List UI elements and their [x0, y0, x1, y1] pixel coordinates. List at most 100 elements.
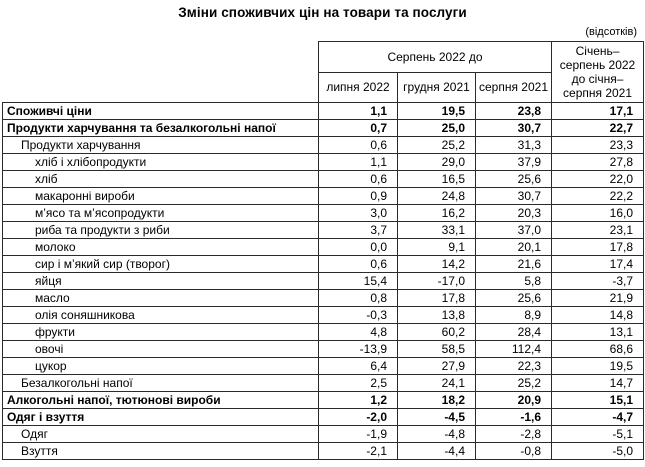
row-value: 3,0 — [318, 204, 398, 222]
row-value: -0,8 — [474, 442, 553, 460]
row-label: м’ясо та м’ясопродукти — [2, 204, 319, 222]
row-value: 112,4 — [474, 340, 553, 358]
row-value: 0,6 — [318, 170, 398, 188]
row-value: 31,3 — [474, 136, 553, 154]
row-value: 0,6 — [318, 136, 398, 154]
row-value: 19,5 — [551, 357, 645, 375]
row-value: -5,0 — [551, 442, 645, 460]
column-group-header: Серпень 2022 до — [317, 41, 553, 73]
row-label: фрукти — [2, 323, 319, 341]
row-value: 1,2 — [318, 391, 398, 409]
row-value: 27,8 — [551, 153, 645, 171]
row-value: 16,2 — [397, 204, 476, 222]
row-value: 1,1 — [318, 153, 398, 171]
row-label: Продукти харчування — [2, 136, 319, 154]
row-value: 14,2 — [397, 255, 476, 273]
header-row-subcolumns: липня 2022 грудня 2021 серпня 2021 — [3, 71, 644, 103]
row-label: хліб — [2, 170, 319, 188]
table-row: фрукти 4,8 60,2 28,4 13,1 — [2, 323, 645, 341]
row-value: 23,3 — [551, 136, 645, 154]
row-value: -13,9 — [318, 340, 398, 358]
table-row: макаронні вироби 0,9 24,8 30,7 22,2 — [2, 187, 645, 205]
table-row: Одяг -1,9 -4,8 -2,8 -5,1 — [2, 425, 645, 443]
row-value: 27,9 — [397, 357, 476, 375]
row-value: 21,9 — [551, 289, 645, 307]
table-row: молоко 0,0 9,1 20,1 17,8 — [2, 238, 645, 256]
row-value: 20,1 — [474, 238, 553, 256]
table-row: риба та продукти з риби 3,7 33,1 37,0 23,1 — [2, 221, 645, 239]
price-changes-table: Серпень 2022 до Січень–серпень 2022 до с… — [2, 41, 645, 460]
row-value: 3,7 — [318, 221, 398, 239]
row-value: 16,5 — [397, 170, 476, 188]
header-row-group: Серпень 2022 до Січень–серпень 2022 до с… — [2, 41, 645, 103]
table-header: Серпень 2022 до Січень–серпень 2022 до с… — [2, 41, 645, 103]
row-label: яйця — [2, 272, 319, 290]
row-label: Алкогольні напої, тютюнові вироби — [2, 391, 319, 409]
column-header-august-2021: серпня 2021 — [474, 71, 553, 103]
table-row: Алкогольні напої, тютюнові вироби 1,2 18,2… — [2, 391, 645, 409]
row-value: 17,4 — [551, 255, 645, 273]
table-row: масло 0,8 17,8 25,6 21,9 — [2, 289, 645, 307]
table-row: м’ясо та м’ясопродукти 3,0 16,2 20,3 16,0 — [2, 204, 645, 222]
row-label: Продукти харчування та безалкогольні нап… — [2, 119, 319, 137]
stub-header-cell — [2, 41, 319, 103]
row-value: 22,3 — [474, 357, 553, 375]
row-value: 0,9 — [318, 187, 398, 205]
row-value: 30,7 — [474, 187, 553, 205]
row-label: овочі — [2, 340, 319, 358]
page-title: Зміни споживчих цін на товари та послуги — [178, 5, 467, 20]
row-value: 1,1 — [318, 102, 398, 120]
row-value: 25,2 — [474, 374, 553, 392]
row-value: 37,0 — [474, 221, 553, 239]
table-row: овочі -13,9 58,5 112,4 68,6 — [2, 340, 645, 358]
row-value: 22,7 — [551, 119, 645, 137]
table-row: хліб 0,6 16,5 25,6 22,0 — [2, 170, 645, 188]
table-row: Продукти харчування 0,6 25,2 31,3 23,3 — [2, 136, 645, 154]
row-label: Взуття — [2, 442, 319, 460]
row-value: -17,0 — [397, 272, 476, 290]
table-row: Споживчі ціни 1,1 19,5 23,8 17,1 — [2, 102, 645, 120]
row-value: 0,6 — [318, 255, 398, 273]
row-label: масло — [2, 289, 319, 307]
column-header-july-2022: липня 2022 — [318, 71, 398, 103]
row-value: 14,8 — [551, 306, 645, 324]
row-value: 17,8 — [551, 238, 645, 256]
row-value: 24,8 — [397, 187, 476, 205]
row-value: 25,6 — [474, 170, 553, 188]
row-value: 19,5 — [397, 102, 476, 120]
unit-note: (відсотків) — [585, 26, 637, 38]
row-value: 30,7 — [474, 119, 553, 137]
row-value: -3,7 — [551, 272, 645, 290]
row-value: 28,4 — [474, 323, 553, 341]
row-value: 15,4 — [318, 272, 398, 290]
row-value: -4,8 — [397, 425, 476, 443]
row-value: 15,1 — [551, 391, 645, 409]
row-value: 60,2 — [397, 323, 476, 341]
row-value: 0,0 — [318, 238, 398, 256]
row-value: -4,4 — [397, 442, 476, 460]
row-value: -1,9 — [318, 425, 398, 443]
row-value: 68,6 — [551, 340, 645, 358]
row-value: 23,1 — [551, 221, 645, 239]
row-label: макаронні вироби — [2, 187, 319, 205]
row-value: -1,6 — [474, 408, 553, 426]
row-value: 17,1 — [551, 102, 645, 120]
table-row: Продукти харчування та безалкогольні нап… — [2, 119, 645, 137]
row-value: -0,3 — [318, 306, 398, 324]
row-value: 14,7 — [551, 374, 645, 392]
row-value: -5,1 — [551, 425, 645, 443]
row-value: 25,2 — [397, 136, 476, 154]
row-value: 20,3 — [474, 204, 553, 222]
row-value: 0,8 — [318, 289, 398, 307]
row-label: олія соняшникова — [2, 306, 319, 324]
row-label: молоко — [2, 238, 319, 256]
row-value: 13,8 — [397, 306, 476, 324]
row-label: сир і м’який сир (творог) — [2, 255, 319, 273]
row-value: 25,6 — [474, 289, 553, 307]
row-value: -4,5 — [397, 408, 476, 426]
table-row: олія соняшникова -0,3 13,8 8,9 14,8 — [2, 306, 645, 324]
row-value: 16,0 — [551, 204, 645, 222]
row-label: Одяг — [2, 425, 319, 443]
row-value: 0,7 — [318, 119, 398, 137]
table-row: сир і м’який сир (творог) 0,6 14,2 21,6 17,4 — [2, 255, 645, 273]
